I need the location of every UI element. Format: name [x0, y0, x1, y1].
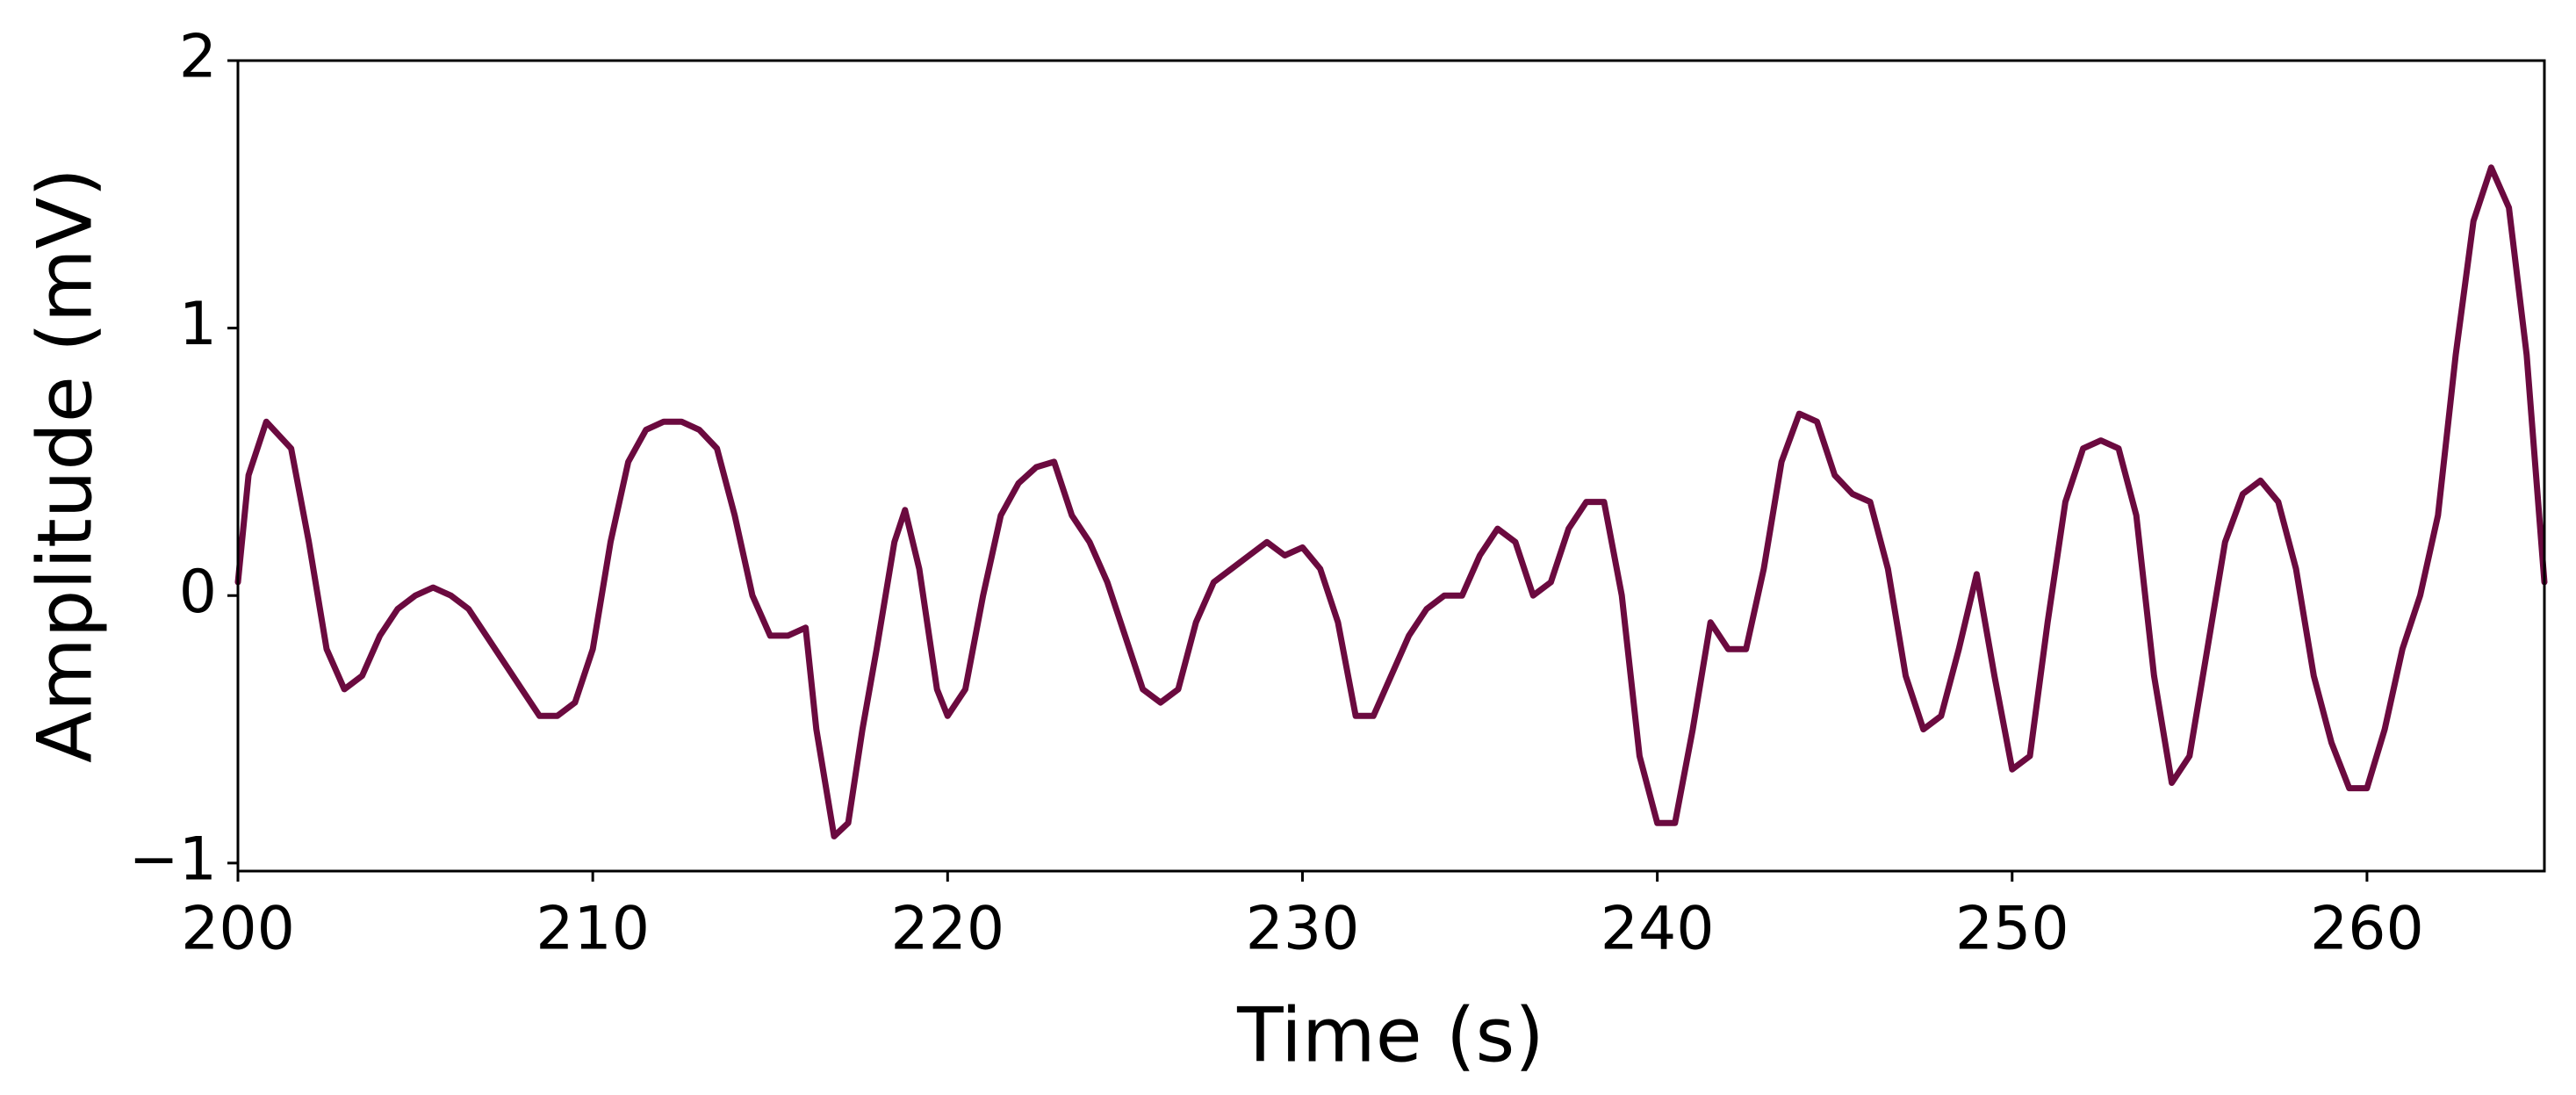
- y-tick-label: 0: [179, 558, 217, 627]
- x-axis-label: Time (s): [1236, 991, 1544, 1079]
- y-tick-label: 1: [179, 290, 217, 359]
- x-tick-label: 250: [1955, 895, 2069, 964]
- x-tick-label: 220: [890, 895, 1004, 964]
- y-tick-label: 2: [179, 23, 217, 92]
- x-tick-label: 210: [536, 895, 650, 964]
- x-tick-label: 260: [2310, 895, 2424, 964]
- x-tick-label: 240: [1601, 895, 1715, 964]
- plot-frame: [236, 59, 2546, 873]
- y-axis-label: Amplitude (mV): [21, 168, 109, 763]
- line-series: [234, 164, 2548, 839]
- y-tick-label: −1: [129, 825, 217, 894]
- x-tick-label: 230: [1246, 895, 1360, 964]
- x-tick-label: 200: [181, 895, 295, 964]
